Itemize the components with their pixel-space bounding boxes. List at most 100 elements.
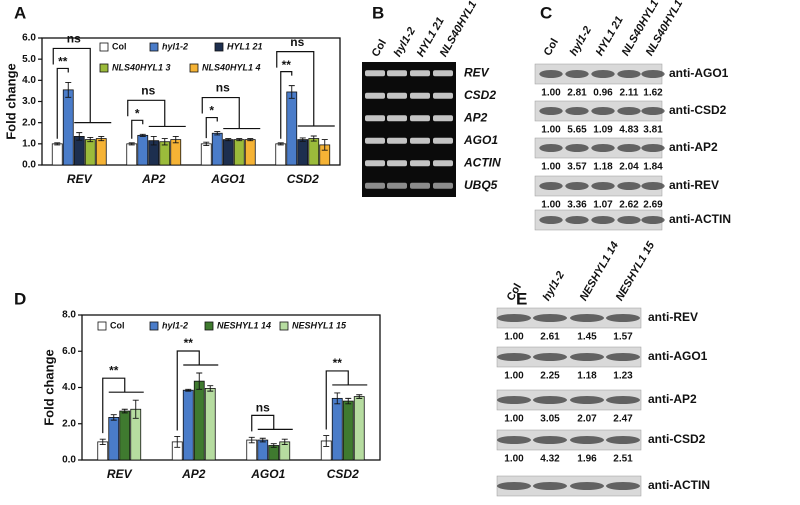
blot-band: [641, 182, 665, 190]
bar: [193, 380, 205, 461]
error-bar: [161, 138, 168, 146]
legend-label: hyl1-2: [162, 41, 188, 51]
blot-label: anti-CSD2: [669, 103, 727, 117]
quant-label: 1.18: [593, 162, 613, 173]
quant-label: 2.07: [577, 414, 597, 425]
quant-label: 1.62: [643, 88, 663, 99]
quant-label: 4.83: [619, 125, 639, 136]
significance-bracket: [205, 116, 218, 139]
gene-label: AP2: [463, 110, 488, 124]
gel-band: [433, 92, 453, 99]
bar: [308, 138, 320, 166]
significance-bracket: [280, 71, 293, 139]
error-bar: [236, 138, 243, 142]
gene-label: ACTIN: [463, 155, 501, 169]
error-bar: [139, 133, 146, 137]
blot-band: [570, 436, 604, 444]
significance-bracket: [102, 377, 144, 434]
legend-label: NLS40HYL1 3: [112, 62, 171, 72]
gel-band: [433, 182, 453, 189]
legend-swatch: [99, 42, 109, 52]
significance-label: *: [209, 104, 214, 118]
significance-bracket: [176, 350, 219, 431]
blot-band: [606, 436, 640, 444]
gel-band: [410, 137, 430, 144]
legend-label: NLS40HYL1 4: [202, 62, 261, 72]
panel-label: A: [14, 3, 26, 22]
error-bar: [121, 408, 128, 414]
quant-label: 1.00: [541, 125, 561, 136]
bar: [200, 143, 212, 166]
significance-label: ns: [141, 83, 155, 97]
significance-bracket: [127, 99, 186, 128]
error-bar: [288, 85, 295, 99]
legend-swatch: [149, 321, 159, 331]
significance-bracket: [276, 51, 335, 127]
quant-label: 5.65: [567, 125, 587, 136]
blot-band: [570, 353, 604, 361]
error-bar: [150, 135, 157, 146]
blot-band: [641, 216, 665, 224]
gel-band: [365, 70, 385, 77]
blot-band: [533, 482, 567, 490]
legend-label: NESHYL1 14: [217, 320, 271, 330]
gene-label: AGO1: [463, 133, 498, 147]
error-bar: [270, 443, 277, 448]
bar: [353, 396, 365, 461]
bar: [137, 134, 149, 166]
blot-label: anti-AP2: [669, 140, 718, 154]
legend-swatch: [214, 42, 224, 52]
blot-band: [565, 144, 589, 152]
legend-label: Col: [112, 41, 127, 51]
significance-label: **: [109, 363, 119, 377]
quant-label: 1.23: [613, 371, 633, 382]
y-tick-label: 0.0: [62, 455, 76, 466]
error-bar: [345, 397, 352, 405]
bar: [182, 389, 194, 461]
blot-band: [497, 436, 531, 444]
quant-label: 1.00: [504, 371, 524, 382]
error-bar: [110, 414, 117, 421]
legend-swatch: [189, 63, 199, 73]
blot-band: [617, 216, 641, 224]
quant-label: 1.00: [504, 332, 524, 343]
bar: [342, 400, 354, 461]
y-tick-label: 0.0: [22, 160, 36, 171]
bar: [73, 136, 85, 166]
blot-band: [606, 314, 640, 322]
blot-band: [565, 182, 589, 190]
blot-band: [533, 436, 567, 444]
y-tick-label: 8.0: [62, 310, 76, 321]
y-tick-label: 6.0: [62, 346, 76, 357]
blot-band: [606, 482, 640, 490]
y-tick-label: 5.0: [22, 54, 36, 65]
bar: [331, 397, 343, 461]
bar: [204, 388, 216, 461]
error-bar: [321, 139, 328, 151]
error-bar: [185, 388, 192, 392]
error-bar: [54, 142, 61, 146]
blot-band: [497, 353, 531, 361]
bar: [297, 139, 309, 166]
legend-swatch: [204, 321, 214, 331]
significance-label: ns: [216, 81, 230, 95]
gel-band: [387, 92, 407, 99]
error-bar: [277, 142, 284, 146]
gel-band: [387, 182, 407, 189]
error-bar: [299, 137, 306, 142]
blot-band: [570, 314, 604, 322]
blot-band: [617, 182, 641, 190]
error-bar: [207, 385, 214, 392]
blot-label: anti-ACTIN: [648, 478, 710, 492]
quant-label: 1.07: [593, 200, 613, 211]
blot-band: [570, 482, 604, 490]
gel-band: [365, 182, 385, 189]
quant-label: 2.25: [540, 371, 560, 382]
blot-band: [641, 144, 665, 152]
blot-band: [497, 314, 531, 322]
error-bar: [248, 436, 255, 444]
error-bar: [174, 435, 181, 448]
significance-bracket: [131, 119, 144, 139]
error-bar: [334, 392, 341, 405]
legend-label: Col: [110, 320, 125, 330]
